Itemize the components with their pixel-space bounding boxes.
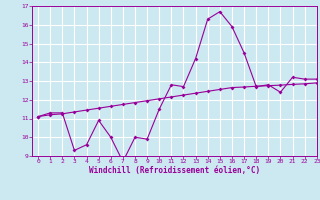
- X-axis label: Windchill (Refroidissement éolien,°C): Windchill (Refroidissement éolien,°C): [89, 166, 260, 175]
